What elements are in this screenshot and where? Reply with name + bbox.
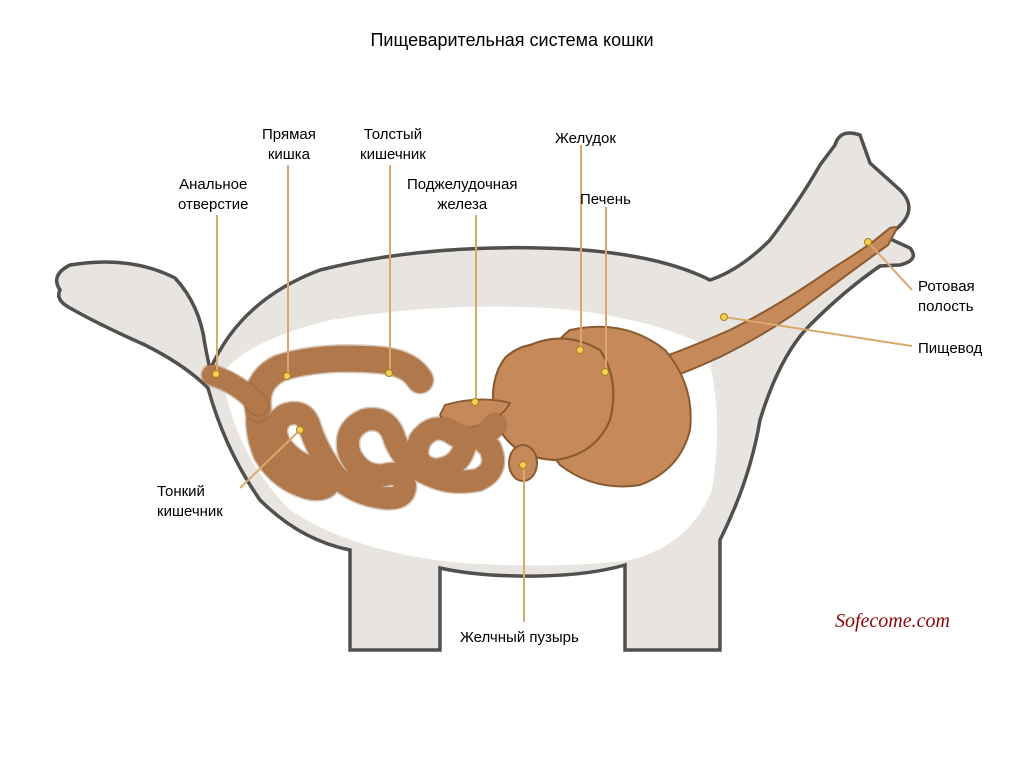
leader-liver (605, 207, 607, 372)
dot-rectum (283, 372, 291, 380)
label-gallbladder: Желчный пузырь (460, 628, 579, 648)
diagram: Прямая кишка Толстый кишечник Желудок Ан… (0, 70, 1024, 710)
stomach-organ (493, 339, 613, 460)
dot-gallbladder (519, 461, 527, 469)
watermark: Sofecome.com (835, 610, 950, 633)
label-rectum: Прямая кишка (262, 125, 316, 164)
dot-stomach (576, 346, 584, 354)
dot-small-intestine (296, 426, 304, 434)
leader-pancreas (475, 215, 477, 402)
dot-oral (864, 238, 872, 246)
label-large-intestine: Толстый кишечник (360, 125, 426, 164)
label-small-intestine: Тонкий кишечник (157, 482, 223, 521)
leader-anus (216, 215, 218, 374)
label-anus: Анальное отверстие (178, 175, 248, 214)
leader-stomach (580, 145, 582, 350)
label-esophagus: Пищевод (918, 339, 982, 359)
dot-pancreas (471, 398, 479, 406)
dot-large-intestine (385, 369, 393, 377)
label-pancreas: Поджелудочная железа (407, 175, 518, 214)
dot-anus (212, 370, 220, 378)
leader-large-intestine (389, 165, 391, 373)
diagram-title: Пищеварительная система кошки (370, 30, 653, 51)
leader-rectum (287, 165, 289, 376)
leader-gallbladder (523, 465, 525, 622)
label-stomach: Желудок (555, 129, 616, 149)
dot-esophagus (720, 313, 728, 321)
label-oral-cavity: Ротовая полость (918, 277, 975, 316)
label-liver: Печень (580, 190, 631, 210)
dot-liver (601, 368, 609, 376)
